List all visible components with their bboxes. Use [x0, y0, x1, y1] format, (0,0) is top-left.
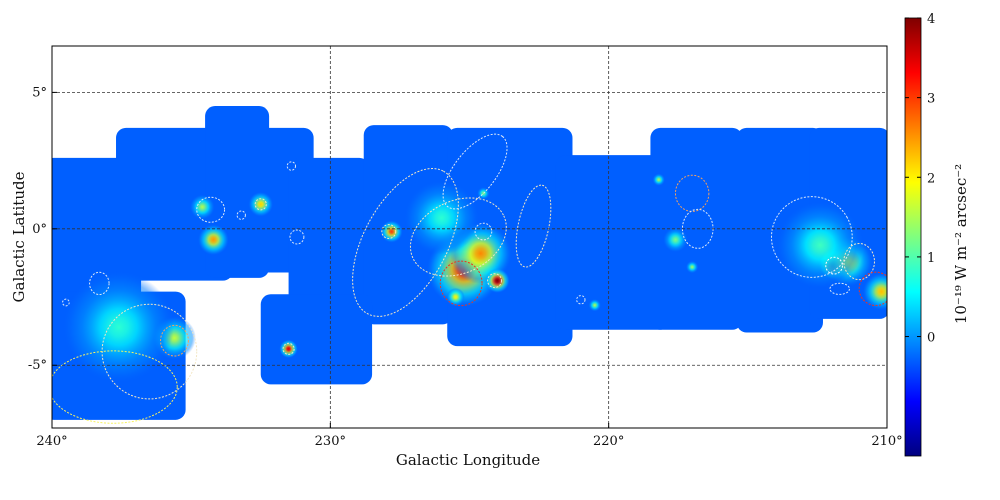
emission-source-16 — [446, 287, 465, 307]
emission-source-17 — [588, 299, 601, 312]
survey-tiles — [52, 106, 887, 420]
region-ellipse-21 — [286, 161, 297, 171]
emission-source-20 — [686, 260, 699, 274]
grid-lines — [52, 46, 887, 428]
y-tick-label: 0° — [32, 222, 47, 237]
emission-source-14 — [863, 273, 887, 310]
survey-tile-8 — [650, 127, 743, 330]
region-ellipse-23 — [576, 295, 586, 305]
y-axis-ticks: 5° 0° -5° — [28, 85, 57, 373]
emission-source-4 — [198, 224, 229, 256]
survey-tile-11 — [260, 294, 373, 385]
region-ellipses — [52, 133, 887, 424]
region-ellipse-0 — [352, 168, 459, 317]
emission-source-3 — [404, 181, 479, 255]
colorbar-tick-label: 2 — [927, 171, 935, 186]
plot-area: 240° 230° 220° 210° 5° 0° -5° — [28, 45, 903, 449]
region-ellipse-22 — [236, 210, 246, 220]
plot-frame — [51, 45, 888, 429]
region-ellipse-14 — [843, 242, 875, 281]
colorbar-label: 10⁻¹⁹ W m⁻² arcsec⁻² — [952, 164, 970, 324]
region-ellipse-25 — [282, 342, 295, 355]
survey-tile-4 — [288, 157, 370, 333]
emission-source-7 — [380, 220, 403, 243]
colorbar-tick-label: 1 — [927, 251, 935, 266]
emission-source-13 — [777, 202, 864, 289]
region-ellipse-1 — [442, 133, 508, 210]
region-ellipse-20 — [474, 222, 493, 241]
region-ellipse-16 — [829, 282, 850, 295]
region-ellipse-11 — [196, 196, 226, 223]
colorbar-tick-label: 0 — [927, 331, 935, 346]
region-ellipse-12 — [89, 271, 110, 296]
region-ellipse-18 — [487, 273, 503, 289]
x-tick-label: 240° — [36, 434, 67, 449]
survey-tile-7 — [555, 155, 670, 330]
colorbar-ticks: 0 1 2 3 4 — [905, 12, 935, 346]
region-ellipse-4 — [439, 260, 483, 307]
emission-source-6 — [248, 192, 273, 217]
colorbar-scale — [904, 17, 922, 457]
region-ellipse-17 — [825, 256, 843, 275]
x-axis-ticks: 240° 230° 220° 210° — [36, 423, 903, 449]
x-tick-label: 230° — [315, 434, 346, 449]
region-ellipse-5 — [770, 196, 853, 278]
region-ellipse-13 — [289, 229, 305, 245]
y-axis-label: Galactic Latitude — [10, 171, 28, 302]
region-ellipse-15 — [858, 271, 887, 307]
x-tick-label: 210° — [871, 434, 902, 449]
emission-source-5 — [190, 194, 215, 220]
x-tick-label: 220° — [593, 434, 624, 449]
colorbar-tick-label: 3 — [927, 92, 935, 107]
emission-sources — [63, 173, 887, 383]
colorbar-tick-label: 4 — [927, 12, 935, 27]
region-ellipse-19 — [381, 224, 397, 240]
region-ellipse-6 — [674, 174, 710, 212]
emission-source-10 — [63, 271, 174, 383]
colorbar: 0 1 2 3 4 10⁻¹⁹ W m⁻² arcsec⁻² — [904, 12, 970, 457]
y-tick-label: 5° — [32, 85, 47, 100]
x-axis-label: Galactic Longitude — [396, 451, 540, 469]
emission-source-18 — [652, 173, 665, 186]
emission-source-15 — [663, 227, 688, 252]
y-tick-label: -5° — [28, 358, 47, 373]
region-ellipse-8 — [160, 324, 189, 357]
region-ellipse-24 — [62, 298, 70, 307]
region-ellipse-10 — [52, 350, 178, 424]
emission-source-8 — [279, 339, 298, 359]
region-ellipse-26 — [254, 198, 267, 211]
emission-source-2 — [485, 268, 510, 293]
